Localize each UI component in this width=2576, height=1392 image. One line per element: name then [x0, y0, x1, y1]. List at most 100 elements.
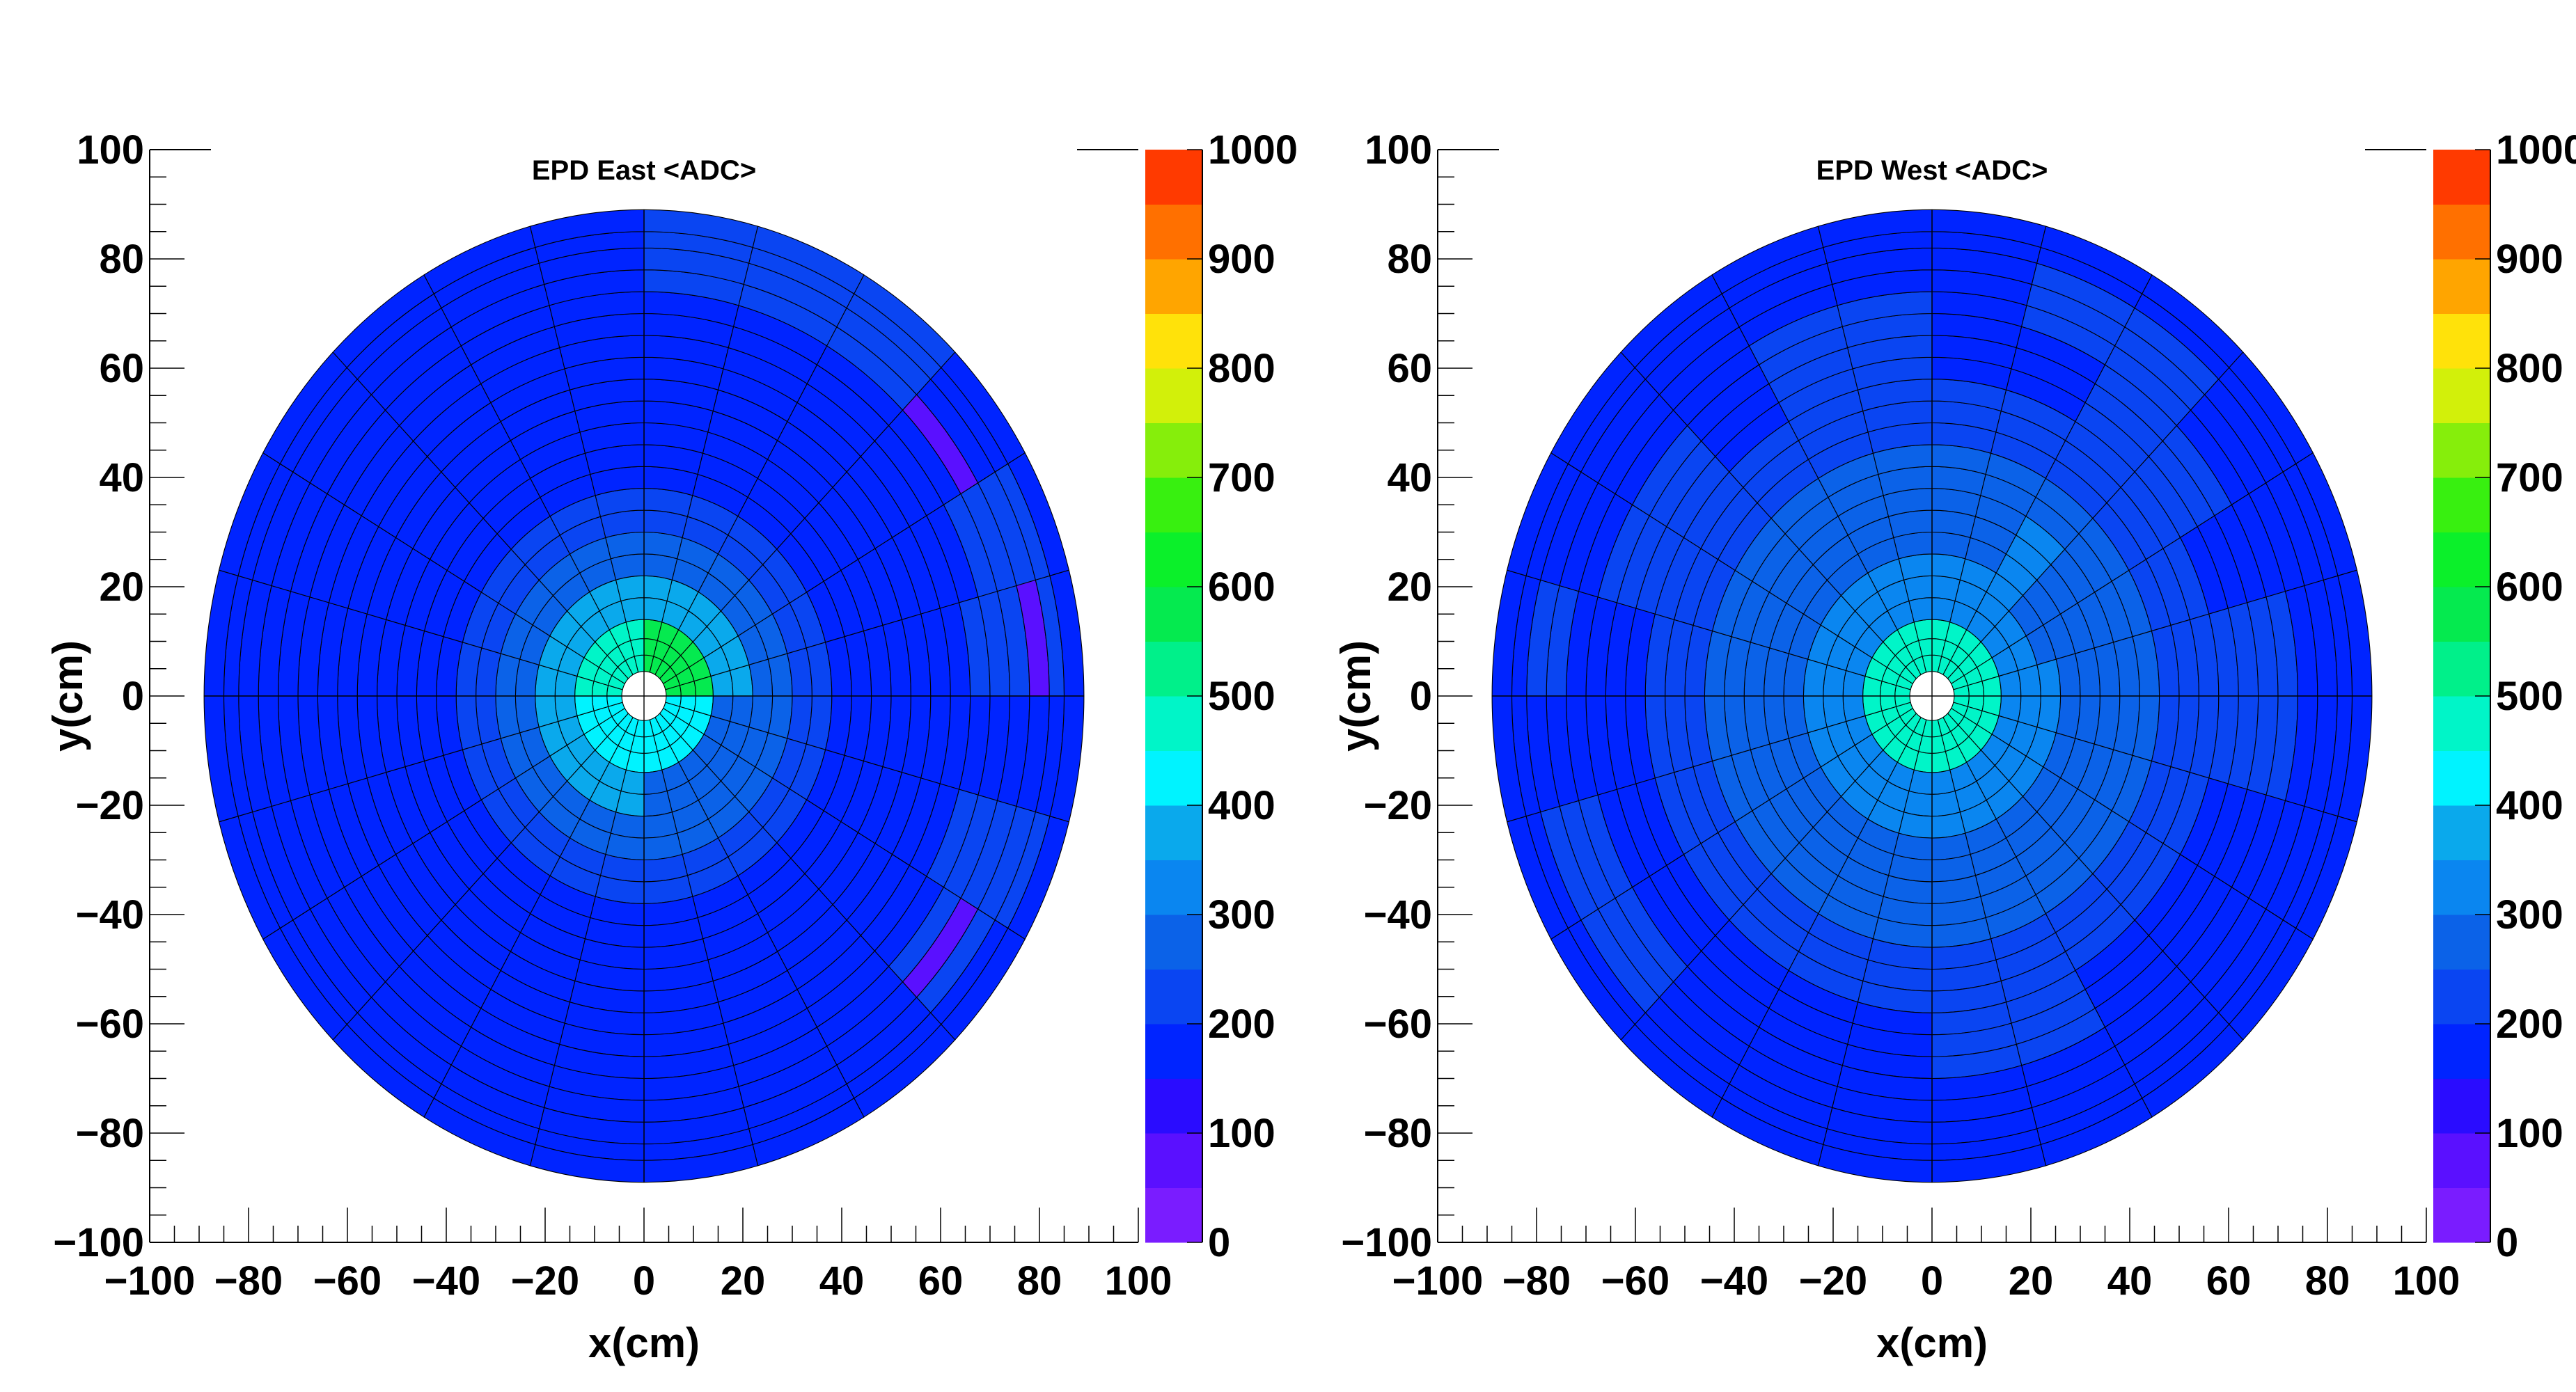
color-scale-label: 900	[2496, 237, 2563, 282]
color-scale-band	[2433, 1024, 2490, 1079]
color-scale-band	[1145, 587, 1202, 642]
epd-tile	[1903, 575, 1933, 602]
color-scale-label: 0	[1208, 1220, 1230, 1265]
color-scale-band	[1145, 1078, 1202, 1134]
color-scale-band	[1145, 860, 1202, 915]
color-scale-east: 0 100 200 300 400 500 600 700 800 900 1000	[1145, 127, 1298, 1265]
x-tick-label: 80	[2305, 1258, 2350, 1304]
y-tick-label: −100	[53, 1220, 144, 1265]
x-tick-label: 0	[633, 1258, 655, 1304]
y-tick-label: 80	[99, 237, 144, 282]
x-tick-label: −20	[1799, 1258, 1867, 1304]
color-scale-label: 800	[2496, 346, 2563, 391]
color-scale-band	[1145, 805, 1202, 860]
x-tick-label: 80	[1017, 1258, 1062, 1304]
y-tick-label: 40	[1387, 455, 1432, 500]
y-tick-label: −20	[76, 783, 144, 828]
epd-tile	[1898, 553, 1933, 580]
color-scale-band	[1145, 750, 1202, 806]
x-tick-label: 100	[2393, 1258, 2460, 1304]
y-tick-label: −100	[1341, 1220, 1432, 1265]
axes-west: −100 −80 −60 −40 −20 0 20 40 60 80 100 100 80 60 40 20 0…	[1341, 127, 2460, 1304]
x-tick-label: −80	[1502, 1258, 1571, 1304]
color-scale-band	[2433, 368, 2490, 423]
color-scale-label: 400	[2496, 783, 2563, 828]
y-tick-label: 20	[1387, 564, 1432, 610]
color-scale-band	[1145, 150, 1202, 205]
x-tick-label: −100	[104, 1258, 196, 1304]
heatmap-east	[203, 209, 1085, 1183]
color-scale-label: 400	[1208, 783, 1275, 828]
color-scale-label: 200	[1208, 1002, 1275, 1047]
y-tick-label: 20	[99, 564, 144, 610]
epd-tile	[643, 790, 673, 817]
panel-west: −100 −80 −60 −40 −20 0 20 40 60 80 100100806040200…	[1333, 127, 2576, 1366]
color-scale-band	[2433, 969, 2490, 1025]
x-tick-label: 20	[2009, 1258, 2054, 1304]
x-tick-label: −100	[1392, 1258, 1484, 1304]
y-tick-label: −40	[1364, 892, 1432, 938]
y-tick-label: 80	[1387, 237, 1432, 282]
y-tick-label: −20	[1364, 783, 1432, 828]
color-scale-label: 300	[1208, 892, 1275, 938]
x-tick-label: 60	[918, 1258, 964, 1304]
epd-tile	[1931, 790, 1961, 817]
color-scale-band	[1145, 641, 1202, 697]
color-scale-label: 500	[2496, 674, 2563, 719]
panel-east: −100 −80 −60 −40 −20 0 20 40 60 80 100100806040200…	[45, 127, 1298, 1366]
color-scale-band	[1145, 1024, 1202, 1079]
color-scale-label: 300	[2496, 892, 2563, 938]
x-tick-label: −40	[412, 1258, 480, 1304]
x-tick-label: 60	[2206, 1258, 2252, 1304]
x-tick-label: 40	[819, 1258, 865, 1304]
color-scale-label: 100	[2496, 1111, 2563, 1156]
x-tick-label: −20	[511, 1258, 579, 1304]
color-scale-label: 700	[2496, 455, 2563, 500]
y-axis-label: y(cm)	[1333, 640, 1379, 752]
epd-tile	[1898, 812, 1933, 839]
color-scale-label: 600	[1208, 564, 1275, 610]
x-tick-label: −60	[1601, 1258, 1670, 1304]
color-scale-band	[1145, 259, 1202, 314]
color-scale-label: 1000	[2496, 127, 2576, 173]
color-scale-band	[1145, 1187, 1202, 1243]
x-tick-label: −40	[1700, 1258, 1768, 1304]
x-tick-label: −80	[214, 1258, 283, 1304]
color-scale-band	[1145, 1133, 1202, 1188]
epd-tile	[643, 812, 678, 839]
color-scale-label: 800	[1208, 346, 1275, 391]
y-tick-label: 60	[1387, 346, 1432, 391]
chart-title: EPD East <ADC>	[532, 155, 756, 186]
epd-tile	[729, 664, 753, 697]
epd-tile	[1931, 553, 1966, 580]
color-scale-band	[1145, 532, 1202, 587]
color-scale-band	[1145, 313, 1202, 369]
x-axis-label: x(cm)	[588, 1320, 700, 1366]
y-tick-label: −60	[76, 1002, 144, 1047]
color-scale-label: 1000	[1208, 127, 1298, 173]
color-scale-band	[2433, 641, 2490, 697]
x-tick-label: 20	[721, 1258, 766, 1304]
color-scale-band	[2433, 1133, 2490, 1188]
color-scale-band	[2433, 696, 2490, 751]
color-scale-band	[2433, 860, 2490, 915]
color-scale-label: 700	[1208, 455, 1275, 500]
epd-tile	[610, 812, 645, 839]
y-tick-label: 0	[122, 674, 144, 719]
y-tick-label: −80	[1364, 1111, 1432, 1156]
color-scale-label: 100	[1208, 1111, 1275, 1156]
y-tick-label: 100	[77, 127, 144, 173]
color-scale-band	[2433, 422, 2490, 478]
y-tick-label: 100	[1365, 127, 1432, 173]
color-scale-band	[1145, 204, 1202, 260]
heatmap-west	[1491, 209, 2373, 1183]
center-lines	[204, 209, 1084, 1183]
color-scale-band	[1145, 477, 1202, 532]
color-scale-band	[2433, 477, 2490, 532]
color-scale-band	[1145, 696, 1202, 751]
color-scale-label: 600	[2496, 564, 2563, 610]
chart-title: EPD West <ADC>	[1816, 155, 2048, 186]
epd-tile	[1823, 695, 1847, 728]
color-scale-band	[2433, 915, 2490, 970]
